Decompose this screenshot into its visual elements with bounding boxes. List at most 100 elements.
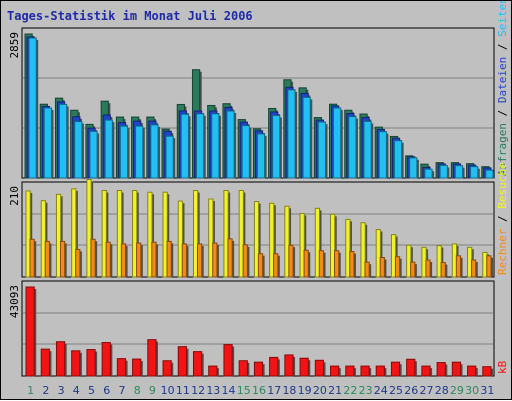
bar-hits-seiten (302, 96, 313, 179)
x-tick-28: 28 (435, 384, 449, 397)
bar-hits-seiten-day-20 (317, 121, 327, 179)
bar-visits-rechner-day-25 (394, 256, 401, 278)
x-tick-18: 18 (282, 384, 296, 397)
bar-hits-seiten (409, 157, 419, 179)
bar-visits-besuche (269, 202, 276, 278)
ymax-label-kb: 43093 (8, 285, 21, 318)
x-tick-15: 15 (237, 384, 251, 397)
bar-visits-besuche-day-28 (436, 245, 442, 278)
bar-visits-rechner (318, 250, 326, 278)
bar-visits-besuche-day-7 (116, 190, 123, 278)
bar-visits-besuche (86, 179, 94, 278)
bar-kb-kb (116, 358, 128, 377)
bar-kb-kb-day-16 (253, 361, 264, 377)
right-label-part: Besuche (496, 162, 509, 208)
bar-hits-seiten-day-29 (454, 165, 464, 179)
bar-hits-seiten (470, 166, 480, 179)
bar-visits-rechner-day-9 (151, 241, 157, 278)
bar-kb-kb-day-12 (192, 351, 203, 377)
x-tick-3: 3 (58, 384, 65, 397)
bar-hits-seiten (150, 124, 161, 179)
bar-hits-seiten (424, 168, 435, 179)
bar-visits-rechner (75, 248, 82, 278)
bar-visits-besuche-day-8 (132, 190, 138, 278)
bar-visits-rechner (151, 241, 159, 278)
x-tick-10: 10 (161, 384, 175, 397)
bar-hits-seiten-day-11 (180, 113, 189, 179)
bar-visits-rechner (29, 238, 37, 278)
x-tick-7: 7 (118, 384, 125, 397)
x-tick-26: 26 (404, 384, 418, 397)
x-tick-22: 22 (343, 384, 357, 397)
bar-kb-kb-day-27 (421, 365, 431, 377)
bar-visits-besuche (192, 190, 200, 278)
bar-visits-besuche (162, 191, 170, 278)
bar-visits-besuche-day-12 (192, 190, 199, 278)
right-label-part: Dateien (496, 57, 509, 103)
bar-visits-besuche (40, 200, 48, 278)
bar-visits-besuche (284, 205, 292, 278)
bar-kb-kb-day-31 (482, 366, 492, 377)
bar-hits-seiten-day-22 (348, 116, 357, 179)
bar-hits-seiten (454, 165, 465, 179)
x-tick-20: 20 (313, 384, 327, 397)
bar-visits-besuche-day-9 (147, 191, 153, 278)
bar-hits-seiten-day-28 (439, 164, 448, 179)
bar-visits-besuche (116, 190, 124, 278)
bar-kb-kb-day-21 (330, 365, 340, 377)
bar-visits-besuche (71, 188, 78, 278)
x-tick-1: 1 (27, 384, 34, 397)
bar-visits-besuche (375, 229, 383, 278)
bar-hits-seiten-day-18 (287, 89, 296, 179)
bar-visits-besuche (101, 190, 109, 278)
bar-visits-besuche (25, 190, 33, 278)
bar-visits-rechner (455, 255, 463, 278)
bar-hits-seiten-day-23 (363, 120, 372, 179)
x-tick-9: 9 (149, 384, 156, 397)
bar-visits-rechner (334, 250, 341, 278)
bar-kb-kb (132, 358, 143, 377)
bar-visits-rechner-day-12 (196, 243, 203, 278)
bar-kb-kb-day-3 (55, 341, 66, 377)
bar-visits-besuche-day-2 (40, 200, 46, 278)
bar-visits-rechner-day-18 (288, 244, 294, 278)
right-label-part: Anfragen (496, 123, 509, 176)
bar-kb-kb (390, 361, 402, 377)
bar-visits-besuche-day-22 (345, 218, 351, 278)
bar-visits-besuche-day-5 (86, 179, 92, 278)
x-tick-17: 17 (267, 384, 281, 397)
bar-visits-rechner (136, 242, 143, 278)
bar-visits-besuche-day-11 (177, 200, 183, 278)
bar-hits-seiten-day-7 (119, 125, 129, 179)
bar-visits-rechner (471, 259, 478, 278)
chart-title: Tages-Statistik im Monat Juli 2006 (7, 9, 253, 23)
x-tick-11: 11 (176, 384, 190, 397)
bar-visits-rechner-day-8 (136, 242, 142, 278)
bar-visits-rechner (486, 255, 493, 278)
bar-kb-kb (314, 359, 326, 377)
x-tick-8: 8 (134, 384, 141, 397)
bar-visits-rechner-day-6 (105, 241, 111, 278)
bar-visits-rechner (303, 249, 311, 278)
bar-kb-kb-day-2 (40, 348, 50, 377)
ymax-label-hits: 2859 (8, 32, 21, 59)
bar-kb-kb-day-24 (375, 365, 385, 377)
bar-kb-kb (223, 344, 235, 377)
bar-hits-seiten (439, 164, 450, 179)
bar-visits-besuche (238, 190, 246, 278)
x-tick-23: 23 (359, 384, 373, 397)
bar-hits-seiten-day-6 (104, 119, 113, 179)
bar-visits-besuche-day-14 (223, 190, 229, 278)
bar-visits-besuche-day-4 (71, 188, 77, 278)
right-label-part: Seiten (496, 1, 509, 37)
bar-hits-seiten (317, 121, 328, 179)
bar-kb-kb (406, 358, 417, 377)
bar-visits-rechner-day-16 (257, 253, 264, 278)
bar-hits-seiten (89, 130, 100, 179)
x-tick-19: 19 (298, 384, 312, 397)
bar-kb-kb (55, 341, 67, 377)
bar-visits-rechner-day-13 (212, 242, 218, 278)
bar-visits-rechner-day-22 (349, 251, 355, 278)
bar-visits-besuche-day-15 (238, 190, 244, 278)
bar-hits-seiten-day-24 (378, 131, 387, 179)
